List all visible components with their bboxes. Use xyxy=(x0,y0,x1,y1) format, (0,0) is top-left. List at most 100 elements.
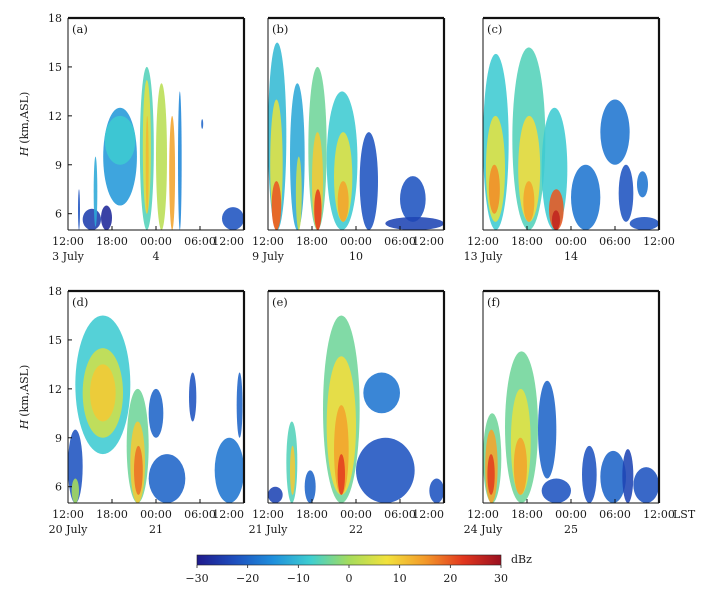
y-tick-label: 6 xyxy=(55,481,62,494)
panel-label: (f) xyxy=(487,295,500,309)
panel-label: (e) xyxy=(272,295,288,309)
echo-region xyxy=(363,372,400,414)
echo-region xyxy=(571,164,601,230)
echo-region xyxy=(359,132,379,230)
y-axis-label: H (km,ASL) xyxy=(18,365,31,431)
start-date-label: 3 July xyxy=(52,250,85,263)
x-tick-label: 06:00 xyxy=(599,508,631,521)
echo-layer xyxy=(483,47,659,230)
x-tick-label: 18:00 xyxy=(96,235,128,248)
next-date-label: 14 xyxy=(564,250,578,263)
echo-region xyxy=(295,156,302,230)
x-tick-label: 12:00 xyxy=(252,235,284,248)
echo-region xyxy=(487,454,495,495)
y-axis-var: H xyxy=(18,419,31,430)
y-tick-label: 15 xyxy=(48,334,62,347)
x-tick-label: 06:00 xyxy=(599,235,631,248)
echo-region xyxy=(68,429,83,503)
echo-layer xyxy=(68,315,244,503)
echo-region xyxy=(148,388,164,438)
echo-region xyxy=(104,115,136,165)
x-tick-label: 18:00 xyxy=(511,235,543,248)
colorbar-unit: dBz xyxy=(511,553,532,566)
echo-region xyxy=(271,181,282,230)
echo-region xyxy=(268,486,283,503)
y-tick-label: 18 xyxy=(48,285,62,298)
echo-region xyxy=(314,189,322,230)
echo-region xyxy=(633,467,659,503)
echo-region xyxy=(488,164,500,214)
plot-area xyxy=(68,18,244,230)
echo-region xyxy=(78,189,80,230)
echo-region xyxy=(236,372,243,438)
echo-region xyxy=(71,478,80,503)
x-tick-label: 12:00 xyxy=(643,235,675,248)
echo-region xyxy=(400,176,426,222)
x-tick-label: 06:00 xyxy=(384,235,416,248)
start-date-label: 21 July xyxy=(249,523,289,536)
echo-region xyxy=(334,405,349,495)
start-date-label: 9 July xyxy=(252,250,285,263)
echo-region xyxy=(222,207,244,230)
echo-region xyxy=(618,164,634,222)
echo-region xyxy=(134,445,143,495)
echo-region xyxy=(214,437,244,503)
echo-region xyxy=(622,449,634,503)
echo-region xyxy=(513,437,528,495)
echo-region xyxy=(429,478,444,503)
colorbar-tick-label: −10 xyxy=(287,572,310,585)
time-unit-label: LST xyxy=(673,508,696,521)
colorbar-tick-label: 0 xyxy=(346,572,353,585)
panel-label: (c) xyxy=(487,22,502,36)
start-date-label: 24 July xyxy=(464,523,504,536)
echo-region xyxy=(337,181,349,222)
x-tick-label: 12:00 xyxy=(52,235,84,248)
x-tick-label: 12:00 xyxy=(643,508,675,521)
x-tick-label: 06:00 xyxy=(384,508,416,521)
panel-a: (a) 6 9 12 15 18 H (km,ASL) 12:00 18:00 00:00 06:00… xyxy=(18,12,246,263)
echo-region xyxy=(201,119,204,129)
x-tick-label: 18:00 xyxy=(296,508,328,521)
colorbar-tick-label: 10 xyxy=(393,572,407,585)
echo-region xyxy=(600,99,630,165)
echo-region xyxy=(637,171,648,198)
x-tick-label: 12:00 xyxy=(252,508,284,521)
start-date-label: 13 July xyxy=(464,250,504,263)
colorbar-gradient xyxy=(196,554,502,566)
echo-region xyxy=(82,208,102,230)
panel-f: (f) 12:00 18:00 00:00 06:00 12:00 24 July 25 LST xyxy=(464,289,696,536)
echo-layer xyxy=(268,315,444,503)
next-date-label: 21 xyxy=(149,523,163,536)
x-tick-label: 12:00 xyxy=(212,508,244,521)
echo-region xyxy=(385,216,444,230)
y-tick-label: 12 xyxy=(48,110,62,123)
colorbar-tick-label: −30 xyxy=(185,572,208,585)
y-axis-var: H xyxy=(18,146,31,157)
echo-region xyxy=(90,364,116,422)
colorbar-tick-label: −20 xyxy=(236,572,259,585)
x-tick-label: 12:00 xyxy=(467,235,499,248)
echo-region xyxy=(541,478,571,503)
y-axis-unit: (km,ASL) xyxy=(18,92,31,144)
x-tick-label: 00:00 xyxy=(140,235,172,248)
y-tick-label: 6 xyxy=(55,208,62,221)
next-date-label: 25 xyxy=(564,523,578,536)
colorbar-tick-label: 30 xyxy=(494,572,508,585)
panel-d: (d) 6 9 12 15 18 H (km,ASL) 12:00 18:00 00:00 06:00… xyxy=(18,285,246,536)
x-tick-label: 18:00 xyxy=(511,508,543,521)
echo-region xyxy=(523,181,535,222)
echo-region xyxy=(178,91,182,230)
panel-label: (a) xyxy=(72,22,88,36)
echo-layer xyxy=(78,66,244,230)
x-tick-label: 12:00 xyxy=(52,508,84,521)
x-tick-label: 12:00 xyxy=(212,235,244,248)
echo-region xyxy=(93,156,98,227)
start-date-label: 20 July xyxy=(49,523,89,536)
echo-region xyxy=(156,83,167,230)
y-tick-label: 9 xyxy=(55,432,62,445)
x-tick-label: 12:00 xyxy=(412,508,444,521)
echo-region xyxy=(189,372,197,422)
